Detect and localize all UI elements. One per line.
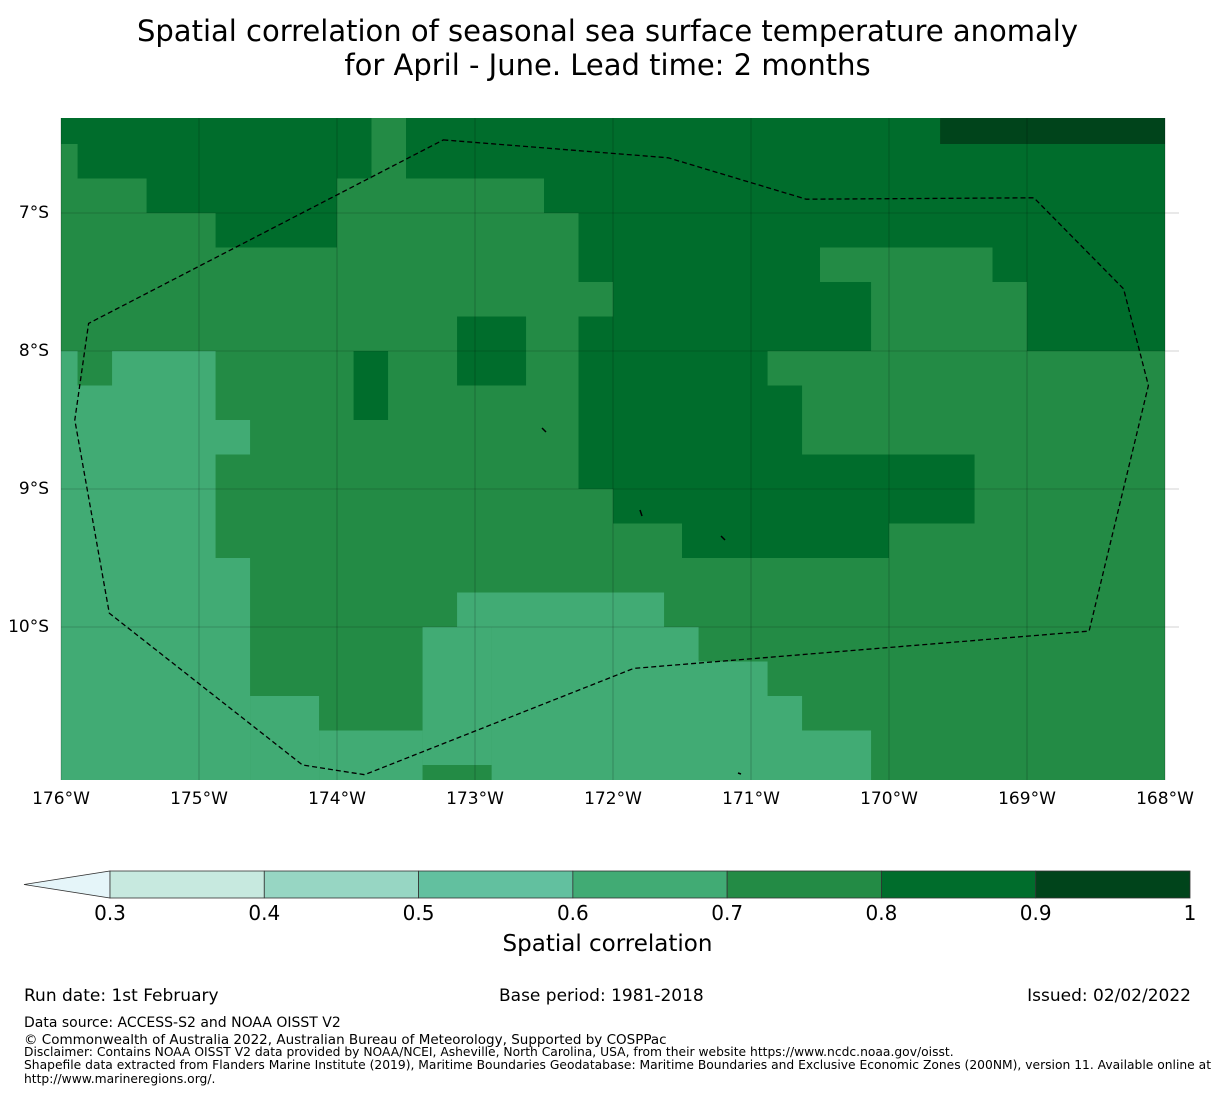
copyright: © Commonwealth of Australia 2022, Austra… <box>24 1032 667 1048</box>
correlation-field <box>61 118 1165 780</box>
field-cell <box>61 420 251 455</box>
field-cell <box>992 247 1165 282</box>
field-cell <box>491 661 768 696</box>
field-cell <box>146 178 337 213</box>
colorbar-tick-label: 0.3 <box>94 901 126 925</box>
field-cell <box>544 178 1165 213</box>
lat-label-7s: 7°S <box>18 203 49 223</box>
field-cell <box>491 696 803 731</box>
colorbar-tick-label: 0.6 <box>556 901 589 925</box>
shapefile-credit-line-1: Shapefile data extracted from Flanders M… <box>24 1058 1212 1072</box>
shapefile-credit-line-2: http://www.marineregions.org/. <box>24 1072 216 1086</box>
lon-label-173w: 173°W <box>446 789 504 809</box>
field-cell <box>613 489 975 524</box>
field-cell <box>61 558 251 627</box>
eez-boundary <box>74 139 1150 776</box>
issued-date: Issued: 02/02/2022 <box>1027 986 1191 1006</box>
field-cell <box>61 118 372 144</box>
island-nukunonu <box>639 509 643 517</box>
field-cell <box>491 730 872 780</box>
lat-label-8s: 8°S <box>18 341 49 361</box>
field-cell <box>215 213 337 248</box>
lon-label-169w: 169°W <box>998 789 1056 809</box>
base-period: Base period: 1981-2018 <box>499 986 704 1006</box>
lon-label-174w: 174°W <box>308 789 366 809</box>
field-cell <box>613 282 872 317</box>
lat-label-10s: 10°S <box>8 617 49 637</box>
field-cell <box>578 213 1165 248</box>
islands <box>541 427 742 775</box>
field-cell <box>578 454 975 489</box>
colorbar-tick-label: 1 <box>1183 901 1197 925</box>
lon-label-172w: 172°W <box>584 789 642 809</box>
field-cell <box>61 627 251 780</box>
field-cell <box>422 765 492 780</box>
lon-label-168w: 168°W <box>1136 789 1194 809</box>
lon-label-176w: 176°W <box>32 789 90 809</box>
island-fakaofo <box>720 535 726 541</box>
chart-title: Spatial correlation of seasonal sea surf… <box>0 14 1215 82</box>
field-cell <box>578 385 803 455</box>
field-cell <box>940 118 1165 144</box>
field-cell <box>682 523 889 558</box>
title-line-2: for April - June. Lead time: 2 months <box>344 48 871 82</box>
field-cell <box>77 144 372 179</box>
field-cell <box>578 351 768 386</box>
colorbar-label: Spatial correlation <box>502 931 713 957</box>
colorbar-tick-label: 0.5 <box>402 901 435 925</box>
graticule <box>60 118 1179 780</box>
island-atafu <box>541 427 547 433</box>
disclaimer: Disclaimer: Contains NOAA OISST V2 data … <box>24 1045 954 1059</box>
island-swains <box>737 772 742 775</box>
field-cell <box>406 118 941 144</box>
field-cell <box>353 351 389 420</box>
run-date: Run date: 1st February <box>24 986 219 1006</box>
lon-label-171w: 171°W <box>722 789 780 809</box>
data-source: Data source: ACCESS-S2 and NOAA OISST V2 <box>24 1015 341 1031</box>
field-cell <box>578 247 820 282</box>
lon-label-170w: 170°W <box>860 789 918 809</box>
field-cell <box>457 316 527 386</box>
title-line-1: Spatial correlation of seasonal sea surf… <box>136 14 1079 48</box>
field-cell <box>77 351 113 386</box>
field-cell <box>491 627 699 662</box>
lat-label-9s: 9°S <box>18 479 49 499</box>
field-cell <box>250 696 320 780</box>
field-cell <box>422 627 492 780</box>
colorbar-tick-label: 0.9 <box>1019 901 1052 925</box>
colorbar-tick-label: 0.7 <box>711 901 744 925</box>
field-cell <box>578 316 872 351</box>
field-cell <box>457 592 665 627</box>
colorbar-tick-label: 0.4 <box>248 901 281 925</box>
lon-label-175w: 175°W <box>170 789 228 809</box>
colorbar-tick-label: 0.8 <box>865 901 898 925</box>
field-cell <box>1027 282 1165 351</box>
field-cell <box>406 144 1165 179</box>
